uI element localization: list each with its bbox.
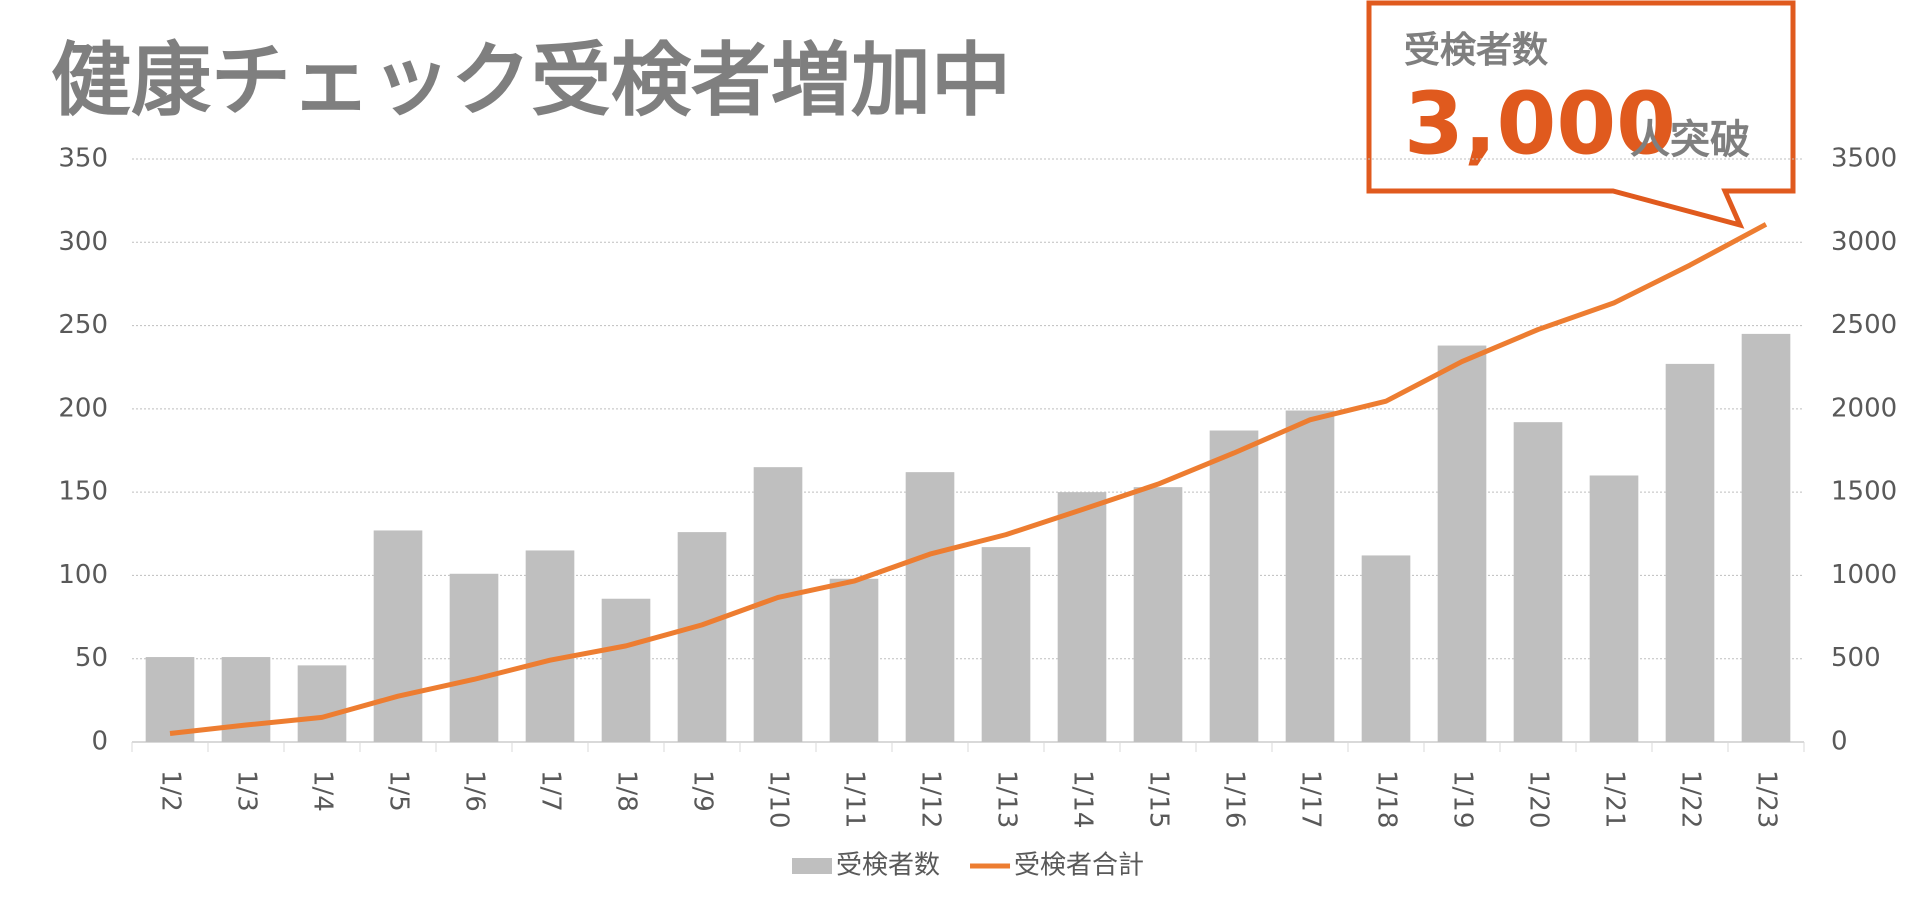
x-tick-label: 1/8 bbox=[612, 770, 642, 812]
x-tick-label: 1/4 bbox=[308, 770, 338, 812]
callout-heading: 受検者数 bbox=[1404, 30, 1548, 71]
bar bbox=[1285, 410, 1335, 742]
y-tick-label: 100 bbox=[58, 560, 108, 590]
bar bbox=[829, 578, 879, 742]
bar bbox=[1133, 487, 1183, 742]
callout-box bbox=[1366, 0, 1796, 229]
x-tick-label: 1/20 bbox=[1524, 770, 1554, 828]
y-tick-label: 0 bbox=[91, 727, 108, 757]
bar bbox=[1741, 333, 1791, 742]
bar bbox=[601, 598, 651, 742]
y2-tick-label: 2000 bbox=[1831, 393, 1897, 423]
x-tick-label: 1/14 bbox=[1068, 770, 1098, 828]
y-tick-label: 150 bbox=[58, 477, 108, 507]
bar bbox=[145, 657, 195, 742]
bar bbox=[905, 472, 955, 742]
bar bbox=[525, 550, 575, 742]
y-tick-label: 50 bbox=[75, 643, 108, 673]
bar bbox=[1057, 492, 1107, 742]
bar bbox=[1665, 363, 1715, 742]
x-tick-label: 1/17 bbox=[1296, 770, 1326, 828]
x-tick-label: 1/18 bbox=[1372, 770, 1402, 828]
x-tick-label: 1/13 bbox=[992, 770, 1022, 828]
callout-suffix: 人突破 bbox=[1630, 117, 1750, 163]
legend-label: 受検者数 bbox=[836, 851, 940, 881]
x-tick-label: 1/3 bbox=[232, 770, 262, 812]
y2-tick-label: 1500 bbox=[1831, 477, 1897, 507]
chart-title: 健康チェック受検者増加中 bbox=[51, 34, 1011, 127]
y-tick-label: 350 bbox=[58, 144, 108, 174]
bar bbox=[677, 532, 727, 742]
x-tick-label: 1/23 bbox=[1752, 770, 1782, 828]
bar bbox=[981, 547, 1031, 742]
x-tick-label: 1/16 bbox=[1220, 770, 1250, 828]
bar bbox=[1513, 422, 1563, 742]
y2-tick-label: 3000 bbox=[1831, 227, 1897, 257]
line bbox=[169, 222, 1768, 736]
x-tick-label: 1/5 bbox=[384, 770, 414, 812]
x-tick-label: 1/19 bbox=[1448, 770, 1478, 828]
x-tick-label: 1/9 bbox=[688, 770, 718, 812]
y2-tick-label: 3500 bbox=[1831, 144, 1897, 174]
legend-swatch bbox=[792, 858, 832, 874]
x-tick-label: 1/2 bbox=[156, 770, 186, 812]
bar bbox=[1437, 345, 1487, 742]
x-tick-label: 1/21 bbox=[1600, 770, 1630, 828]
x-tick-label: 1/11 bbox=[840, 770, 870, 828]
y2-tick-label: 0 bbox=[1831, 727, 1848, 757]
bar bbox=[449, 573, 499, 742]
bar bbox=[1209, 430, 1259, 742]
x-tick-label: 1/6 bbox=[460, 770, 490, 812]
bar bbox=[373, 530, 423, 742]
x-tick-label: 1/10 bbox=[764, 770, 794, 828]
y-tick-label: 300 bbox=[58, 227, 108, 257]
bar bbox=[1589, 475, 1639, 742]
bar bbox=[297, 665, 347, 742]
y2-tick-label: 1000 bbox=[1831, 560, 1897, 590]
y-tick-label: 200 bbox=[58, 393, 108, 423]
x-tick-label: 1/7 bbox=[536, 770, 566, 812]
y-tick-label: 250 bbox=[58, 310, 108, 340]
x-tick-label: 1/12 bbox=[916, 770, 946, 828]
callout-number: 3,000 bbox=[1404, 74, 1676, 174]
y2-tick-label: 2500 bbox=[1831, 310, 1897, 340]
legend-label: 受検者合計 bbox=[1014, 851, 1144, 881]
x-tick-label: 1/22 bbox=[1676, 770, 1706, 828]
bar bbox=[1361, 555, 1411, 742]
x-tick-label: 1/15 bbox=[1144, 770, 1174, 828]
y2-tick-label: 500 bbox=[1831, 643, 1881, 673]
